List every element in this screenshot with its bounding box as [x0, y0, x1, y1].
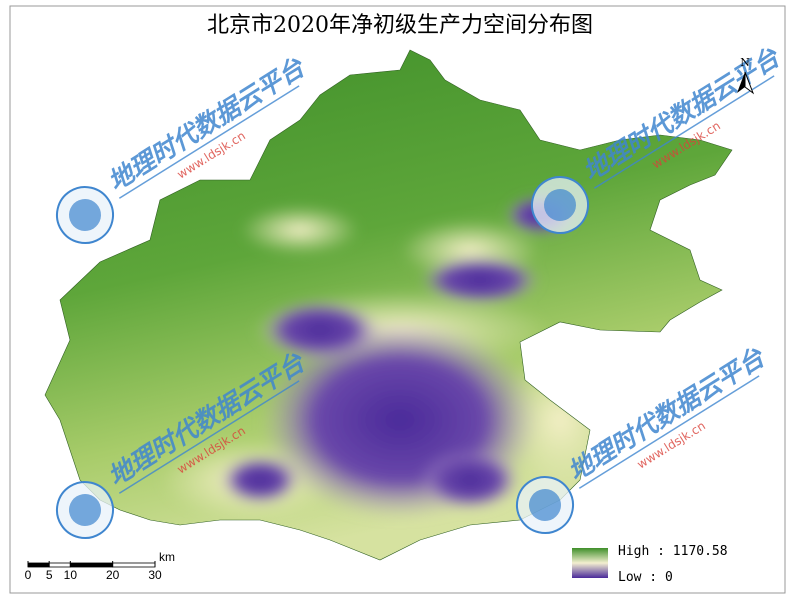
scale-segment: [48, 562, 71, 568]
watermark-rule: [118, 380, 300, 494]
watermark-logo-inner: [544, 189, 576, 221]
watermark-text: 地理时代数据云平台: [563, 342, 771, 487]
north-label: N: [740, 56, 750, 69]
scale-segment: [112, 562, 156, 568]
scale-bar: 0 5 10 20 30 km: [25, 550, 175, 582]
scale-tick-label: 5: [46, 568, 53, 582]
map-title: 北京市2020年净初级生产力空间分布图: [207, 13, 593, 38]
watermark-rule: [578, 375, 760, 489]
scale-segment: [69, 562, 114, 568]
scale-tick-label: 20: [106, 568, 120, 582]
scale-segment: [27, 562, 50, 568]
scale-tick-label: 10: [64, 568, 78, 582]
legend-ramp: [572, 548, 608, 578]
scale-tick-label: 0: [25, 568, 32, 582]
map-area: [45, 50, 732, 560]
legend-low: Low : 0: [618, 570, 673, 585]
watermark-logo-inner: [69, 199, 101, 231]
watermark-rule: [593, 75, 775, 189]
scale-unit: km: [159, 550, 175, 564]
watermark-logo-inner: [529, 489, 561, 521]
watermark-logo-inner: [69, 494, 101, 526]
scale-tick-label: 30: [148, 568, 162, 582]
legend-high: High : 1170.58: [618, 544, 728, 559]
watermark-rule: [118, 85, 300, 199]
north-arrow: N: [737, 56, 755, 95]
frame: [9, 5, 786, 594]
